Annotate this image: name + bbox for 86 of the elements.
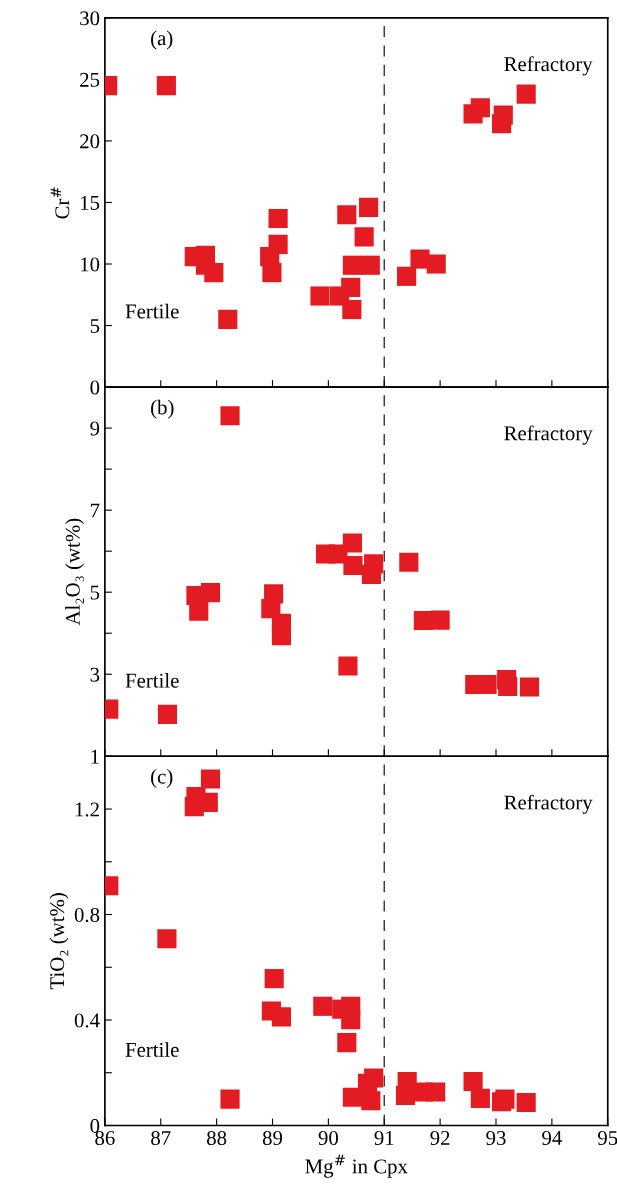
- point: [364, 1068, 384, 1088]
- y-tick-label: 0: [90, 380, 100, 395]
- y-tick-label: 5: [90, 585, 100, 600]
- point: [354, 227, 374, 247]
- point: [337, 205, 357, 225]
- annotation: (c): [151, 768, 173, 788]
- point: [364, 554, 384, 574]
- y-tick-label: 0: [90, 1118, 100, 1133]
- x-tick-label: 94: [542, 1131, 562, 1146]
- y-tick-label: 10: [81, 257, 100, 272]
- annotation: (a): [151, 30, 173, 50]
- annotation: (b): [151, 399, 174, 419]
- annotation: Fertile: [125, 1042, 179, 1057]
- point: [271, 626, 292, 646]
- point: [463, 1071, 483, 1092]
- x-tick-label: 95: [598, 1131, 617, 1146]
- point: [220, 1089, 240, 1109]
- point: [341, 277, 361, 297]
- point: [498, 676, 518, 697]
- y-tick-label: 7: [90, 503, 100, 518]
- point: [189, 601, 209, 621]
- point: [338, 656, 358, 676]
- point: [204, 263, 224, 283]
- x-tick-label: 93: [486, 1131, 506, 1146]
- point: [516, 84, 536, 104]
- y-tick-label: 5: [90, 319, 100, 333]
- y-tick-label: 25: [80, 72, 100, 87]
- point: [157, 704, 178, 725]
- x-tick-label: 86: [95, 1130, 115, 1146]
- y-tick-label: 30: [80, 11, 100, 26]
- y-tick-label: 0.4: [74, 1013, 100, 1028]
- point: [343, 555, 363, 576]
- point: [310, 286, 330, 306]
- y-axis-title: Al₂O₃ (wt%): [65, 518, 85, 626]
- annotation: Fertile: [125, 303, 179, 319]
- y-tick-label: 1.2: [75, 802, 99, 817]
- point: [261, 599, 281, 619]
- x-tick-label: 89: [262, 1130, 283, 1146]
- point: [218, 309, 238, 329]
- point: [470, 98, 490, 118]
- x-tick-label: 92: [430, 1131, 450, 1146]
- y-tick-label: 1: [91, 749, 99, 764]
- x-tick-label: 88: [207, 1130, 227, 1146]
- point: [156, 75, 176, 96]
- y-tick-label: 9: [90, 421, 100, 436]
- annotation: Refractory: [504, 794, 593, 814]
- point: [470, 1088, 490, 1108]
- point: [430, 610, 450, 630]
- point: [519, 677, 540, 697]
- y-tick-label: 15: [81, 195, 100, 210]
- point: [360, 255, 380, 275]
- point: [426, 1082, 446, 1102]
- point: [337, 1033, 357, 1053]
- point: [341, 1010, 361, 1030]
- point: [262, 263, 282, 283]
- y-tick-label: 0.8: [74, 907, 100, 923]
- point: [220, 406, 240, 426]
- point: [342, 533, 362, 553]
- point: [492, 114, 512, 134]
- x-axis-title: Mg$^{#}$ in Cpx: [305, 1154, 408, 1178]
- x-tick-label: 91: [374, 1131, 394, 1146]
- point: [200, 583, 221, 603]
- y-tick-label: 20: [80, 134, 100, 149]
- point: [397, 266, 417, 286]
- y-axis-title: Cr$^{#}$: [50, 187, 70, 219]
- point: [361, 1091, 381, 1111]
- point: [264, 969, 284, 989]
- point: [516, 1092, 536, 1113]
- x-tick-label: 87: [151, 1130, 171, 1146]
- y-axis-title: TiO₂ (wt%): [49, 893, 69, 990]
- annotation: Refractory: [504, 425, 593, 445]
- point: [268, 208, 288, 229]
- point: [359, 197, 379, 217]
- point: [157, 929, 177, 949]
- point: [271, 1007, 292, 1027]
- annotation: Refractory: [504, 56, 593, 76]
- point: [399, 552, 419, 572]
- point: [426, 254, 446, 274]
- annotation: Fertile: [125, 673, 179, 688]
- point: [313, 996, 333, 1016]
- point: [395, 1085, 416, 1105]
- point: [342, 299, 362, 320]
- x-tick-label: 90: [318, 1130, 338, 1146]
- y-tick-label: 3: [90, 667, 100, 682]
- point: [342, 255, 362, 275]
- point: [200, 769, 221, 789]
